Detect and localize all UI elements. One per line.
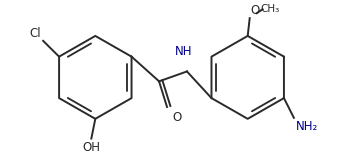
Text: OH: OH bbox=[82, 141, 100, 154]
Text: Cl: Cl bbox=[30, 27, 41, 40]
Text: NH: NH bbox=[175, 45, 193, 58]
Text: O: O bbox=[251, 4, 260, 17]
Text: NH₂: NH₂ bbox=[296, 120, 318, 133]
Text: CH₃: CH₃ bbox=[261, 4, 280, 14]
Text: O: O bbox=[172, 111, 181, 124]
